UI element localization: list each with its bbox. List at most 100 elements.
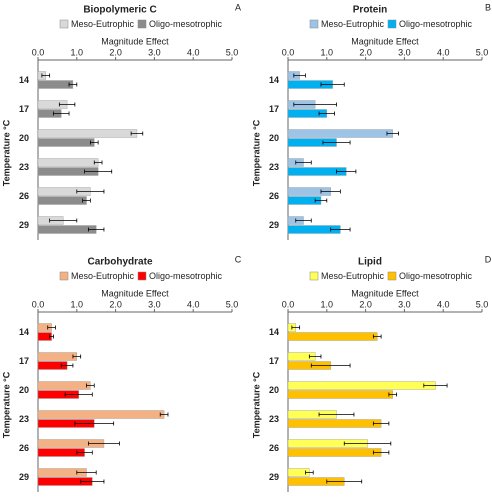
y-tick-label: 20 [19,385,29,395]
y-tick-label: 23 [269,414,279,424]
error-bar [305,470,314,475]
error-bar [47,325,56,330]
y-axis-label: Temperature °C [251,119,261,186]
bar [37,129,138,138]
y-tick-label: 29 [19,220,29,230]
bar [37,158,99,167]
x-axis-label: Magnitude Effect [101,36,169,46]
error-bar [60,363,74,368]
error-bar [53,111,70,116]
error-bar [310,363,351,368]
x-tick-label: 3.0 [398,47,411,57]
x-tick-label: 4.0 [187,47,200,57]
error-bar [130,131,144,136]
x-axis-label: Magnitude Effect [351,36,419,46]
y-tick-label: 14 [19,327,29,337]
error-bar [320,189,341,194]
error-bar [320,82,345,87]
error-bar [72,354,82,359]
x-tick-label: 3.0 [398,299,411,309]
y-tick-label: 23 [19,162,29,172]
bar [37,410,165,419]
y-axis-label: Temperature °C [1,119,11,186]
y-tick-label: 14 [269,327,279,337]
x-tick-label: 0.0 [32,47,45,57]
y-tick-label: 26 [19,443,29,453]
x-tick-label: 0.0 [282,299,295,309]
legend-label: Oligo-mesotrophic [149,271,223,281]
error-bar [64,392,93,397]
x-tick-label: 2.0 [359,299,372,309]
y-tick-label: 17 [19,356,29,366]
bar [287,390,393,399]
bar [287,448,382,457]
panel-title: Protein [353,5,387,16]
error-bar [293,73,306,78]
bar [287,129,393,138]
error-bar [330,227,351,232]
legend-swatch [387,19,397,29]
legend-swatch [59,271,69,281]
panel-letter: D [485,254,492,264]
bar [37,196,87,205]
x-tick-label: 5.0 [476,299,489,309]
panel-title: Biopolymeric C [83,5,156,16]
legend-label: Oligo-mesotrophic [399,271,473,281]
error-bar [423,383,448,388]
error-bar [291,325,301,330]
legend-label: Meso-Eutrophic [321,271,385,281]
error-bar [82,198,91,203]
x-tick-label: 0.0 [282,47,295,57]
y-tick-label: 29 [269,472,279,482]
error-bar [76,189,105,194]
y-tick-label: 26 [269,191,279,201]
x-tick-label: 1.0 [71,47,84,57]
error-bar [86,383,95,388]
x-tick-label: 4.0 [437,299,450,309]
x-tick-label: 2.0 [109,47,122,57]
y-tick-label: 29 [269,220,279,230]
legend-label: Meso-Eutrophic [71,19,135,29]
panel-title: Carbohydrate [87,257,152,268]
error-bar [322,140,351,145]
error-bar [318,111,335,116]
legend-label: Oligo-mesotrophic [399,19,473,29]
y-tick-label: 23 [269,162,279,172]
error-bar [76,450,93,455]
error-bar [76,470,97,475]
panel-title: Lipid [358,257,382,268]
panel-letter: B [485,2,491,12]
y-axis-label: Temperature °C [1,371,11,438]
legend-swatch [387,271,397,281]
error-bar [58,102,76,107]
error-bar [343,441,392,446]
y-tick-label: 20 [269,385,279,395]
error-bar [88,227,105,232]
bar [287,381,436,390]
legend-swatch [137,19,147,29]
x-tick-label: 4.0 [187,299,200,309]
error-bar [68,82,78,87]
error-bar [386,131,399,136]
error-bar [318,412,355,417]
x-tick-label: 5.0 [226,299,239,309]
error-bar [49,218,78,223]
x-tick-label: 5.0 [226,47,239,57]
error-bar [74,421,115,426]
panel-letter: C [235,254,242,264]
legend-swatch [137,271,147,281]
x-tick-label: 1.0 [71,299,84,309]
panel-letter: A [235,2,241,12]
error-bar [80,479,105,484]
x-tick-label: 3.0 [148,299,161,309]
legend-label: Oligo-mesotrophic [149,19,223,29]
y-tick-label: 17 [269,356,279,366]
legend-label: Meso-Eutrophic [71,271,135,281]
x-tick-label: 1.0 [321,47,334,57]
y-tick-label: 14 [19,75,29,85]
y-tick-label: 20 [19,133,29,143]
x-tick-label: 1.0 [321,299,334,309]
error-bar [372,334,382,339]
y-tick-label: 23 [19,414,29,424]
